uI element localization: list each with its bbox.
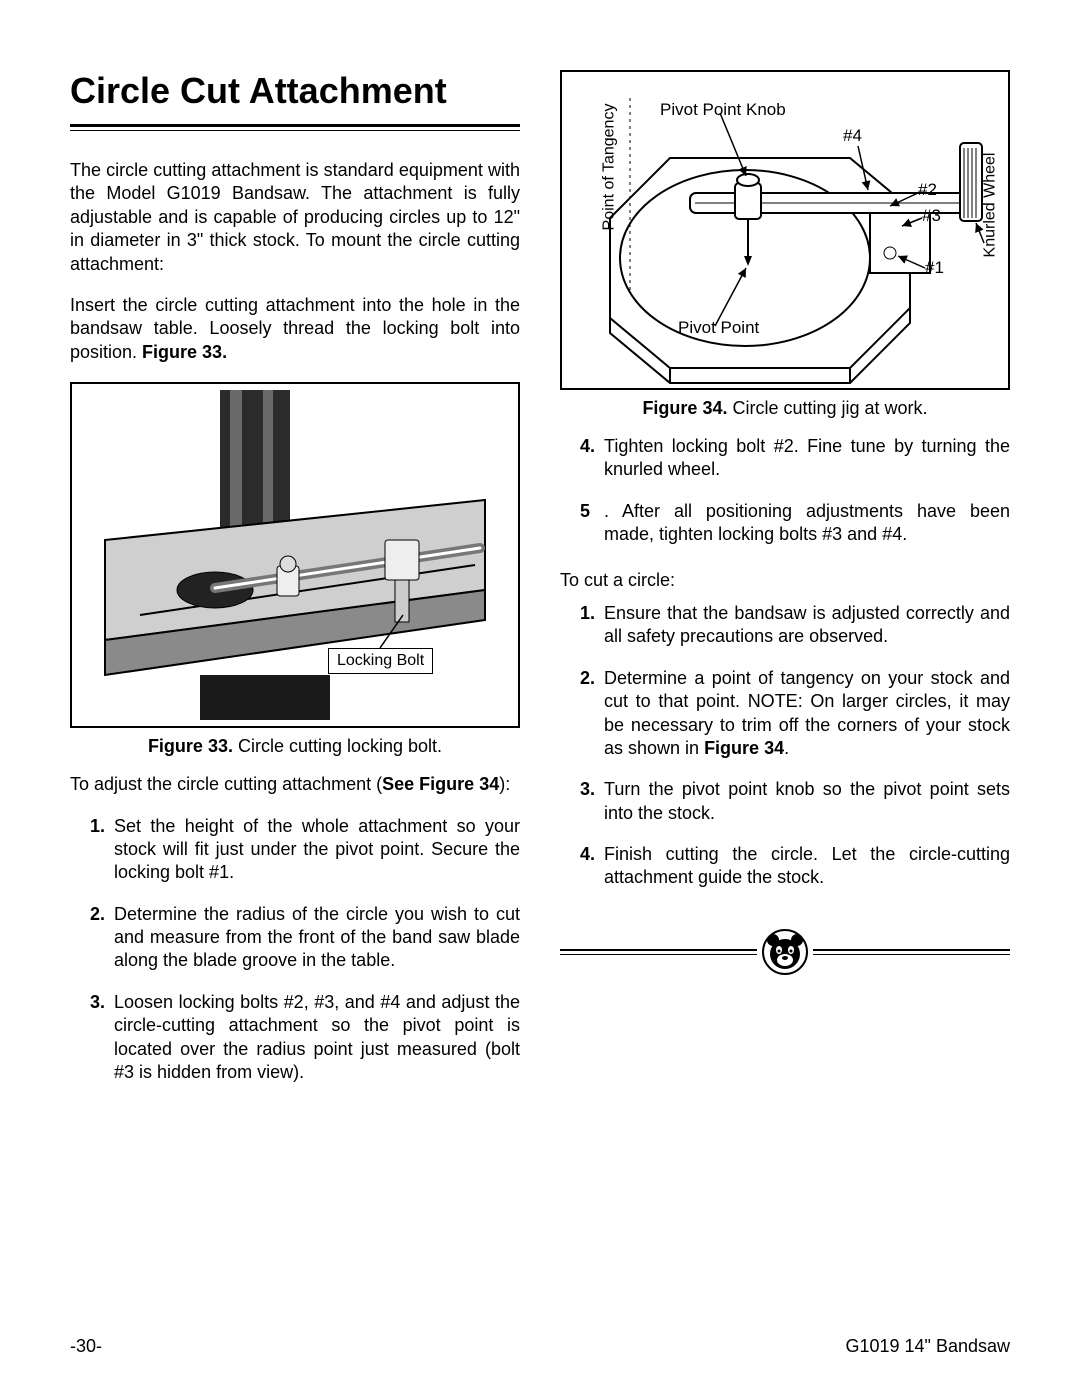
step-c3-text: Turn the pivot point knob so the pivot p… [604,779,1010,822]
step-a2-text: Determine the radius of the circle you w… [114,904,520,971]
section-end-divider [560,928,1010,976]
bear-icon [761,928,809,976]
step-c4-text: Finish cutting the circle. Let the circl… [604,844,1010,887]
figure-33-caption: Figure 33. Circle cutting locking bolt. [70,736,520,757]
step-a3-num: 3. [90,991,105,1014]
title-divider [70,124,520,131]
divider-line-left [560,949,757,955]
figure-34: Point of Tangency Pivot Point Knob #4 #2… [568,78,1002,388]
fig34-n4-label: #4 [843,126,862,146]
step-c2: 2.Determine a point of tangency on your … [584,667,1010,761]
adjust-steps-list: 1. Set the height of the whole attachment… [70,815,520,1103]
figure-34-caption: Figure 34. Circle cutting jig at work. [560,398,1010,419]
figure-34-svg [568,78,1002,388]
steps-c-list: 1. Ensure that the bandsaw is adjusted co… [560,602,1010,908]
figure-33-lockingbolt-label: Locking Bolt [328,648,433,674]
p2-text: Insert the circle cutting attachment int… [70,295,520,362]
step-b5-text: . After all positioning adjustments have… [604,501,1010,544]
figure-33: Locking Bolt [78,390,512,720]
fig33-cap-text: Circle cutting locking bolt. [233,736,442,756]
fig34-n3-label: #3 [922,206,941,226]
step-c3: 3.Turn the pivot point knob so the pivot… [584,778,1010,825]
step-a2: 2.Determine the radius of the circle you… [94,903,520,973]
step-c4-num: 4. [580,843,595,866]
step-c2-texta: Determine a point of tangency on your st… [604,668,1010,758]
fig34-n1-label: #1 [925,258,944,278]
intro-paragraph-2: Insert the circle cutting attachment int… [70,294,520,364]
cut-intro: To cut a circle: [560,569,1010,592]
step-c1: 1.Ensure that the bandsaw is adjusted co… [584,602,1010,649]
step-c4: 4.Finish cutting the circle. Let the cir… [584,843,1010,890]
fig34-n2-label: #2 [918,180,937,200]
two-column-layout: Circle Cut Attachment The circle cutting… [70,70,1010,1270]
step-c1-text: Ensure that the bandsaw is adjusted corr… [604,603,1010,646]
right-column: Point of Tangency Pivot Point Knob #4 #2… [560,70,1010,1270]
step-b5: 5. After all positioning adjustments hav… [584,500,1010,547]
doc-title-footer: G1019 14" Bandsaw [845,1336,1010,1357]
divider-line-right [813,949,1010,955]
step-a3-text: Loosen locking bolts #2, #3, and #4 and … [114,992,520,1082]
p3b: See Figure 34 [382,774,499,794]
step-b4: 4.Tighten locking bolt #2. Fine tune by … [584,435,1010,482]
figure-33-svg [78,390,512,720]
step-a1-num: 1. [90,815,105,838]
fig34-tangency-label: Point of Tangency [600,104,618,231]
adjust-intro: To adjust the circle cutting attachment … [70,773,520,796]
steps-b-list: 4. Tighten locking bolt #2. Fine tune by … [560,435,1010,565]
step-c2-num: 2. [580,667,595,690]
fig34-pivotpoint-label: Pivot Point [678,318,759,338]
step-b5-num: 5 [580,500,590,523]
step-b4-num: 4. [580,435,595,458]
p3c: ): [499,774,510,794]
step-c3-num: 3. [580,778,595,801]
fig34-cap-bold: Figure 34. [642,398,727,418]
step-a1: 1.Set the height of the whole attachment… [94,815,520,885]
step-a1-text: Set the height of the whole attachment s… [114,816,520,883]
page-title: Circle Cut Attachment [70,70,520,112]
left-column: Circle Cut Attachment The circle cutting… [70,70,520,1270]
p3a: To adjust the circle cutting attachment … [70,774,382,794]
intro-paragraph-1: The circle cutting attachment is standar… [70,159,520,276]
fig34-knurled-label: Knurled Wheel [981,153,999,258]
step-c2-textc: . [784,738,789,758]
fig34-cap-text: Circle cutting jig at work. [727,398,927,418]
step-b4-text: Tighten locking bolt #2. Fine tune by tu… [604,436,1010,479]
figure-34-box: Point of Tangency Pivot Point Knob #4 #2… [560,70,1010,390]
p2-figref: Figure 33. [142,342,227,362]
page-footer: -30- G1019 14" Bandsaw [70,1336,1010,1357]
fig33-cap-bold: Figure 33. [148,736,233,756]
step-c2-figref: Figure 34 [704,738,784,758]
step-c1-num: 1. [580,602,595,625]
step-a2-num: 2. [90,903,105,926]
step-a3: 3.Loosen locking bolts #2, #3, and #4 an… [94,991,520,1085]
page-number: -30- [70,1336,102,1357]
fig34-pivotknob-label: Pivot Point Knob [660,100,786,120]
figure-33-box: Locking Bolt [70,382,520,728]
